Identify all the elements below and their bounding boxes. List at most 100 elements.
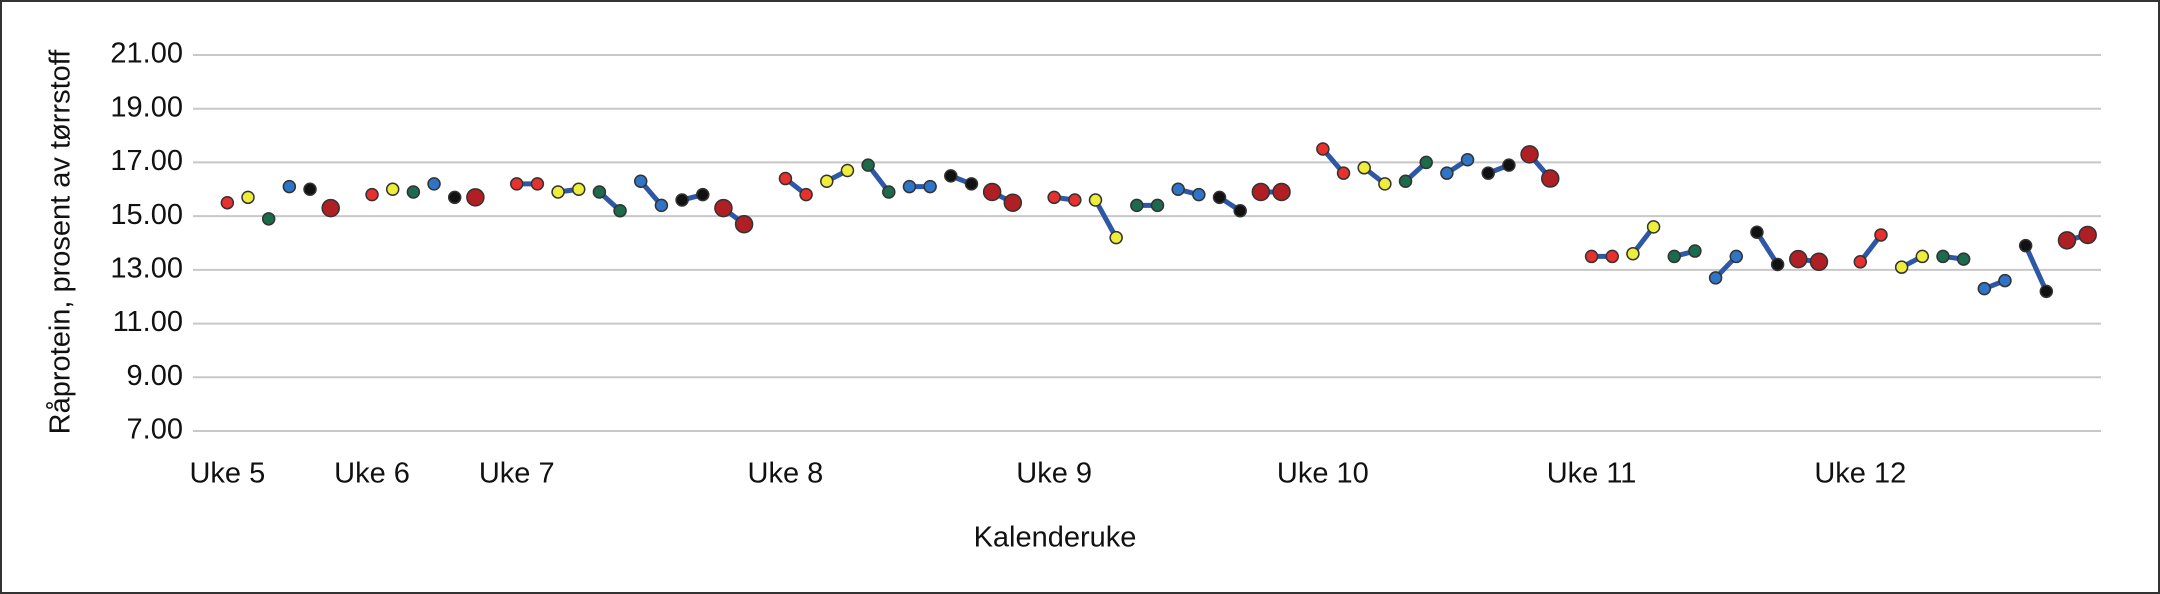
point — [2078, 225, 2097, 245]
point — [1233, 204, 1247, 218]
point — [1605, 249, 1619, 264]
point — [1998, 273, 2012, 288]
point — [1272, 182, 1291, 202]
point — [427, 177, 441, 191]
point — [633, 174, 648, 188]
point — [1251, 182, 1271, 202]
series-line — [597, 160, 1964, 262]
point — [2039, 284, 2054, 299]
point — [840, 163, 855, 178]
point — [696, 187, 710, 202]
point — [509, 177, 524, 191]
series-line — [638, 157, 2006, 291]
point — [1956, 252, 1971, 266]
point — [303, 182, 317, 197]
y-tick-label: 17.00 — [110, 145, 183, 177]
point — [923, 179, 937, 194]
x-tick-label: Uke 5 — [189, 458, 265, 490]
point — [1502, 158, 1516, 172]
y-tick-label: 13.00 — [110, 253, 183, 285]
series-line — [721, 152, 2089, 265]
point — [1003, 193, 1023, 212]
point — [1667, 249, 1682, 264]
point — [1770, 257, 1785, 272]
point — [1584, 249, 1599, 264]
point — [406, 185, 421, 199]
point — [2057, 231, 2077, 250]
point — [241, 190, 255, 205]
point — [1047, 190, 1061, 205]
point — [365, 187, 379, 202]
point — [1460, 152, 1475, 167]
point — [944, 169, 958, 183]
y-tick-label: 9.00 — [127, 360, 183, 392]
point — [799, 187, 813, 202]
y-tick-label: 21.00 — [110, 38, 183, 70]
point — [1540, 169, 1560, 188]
point — [1398, 174, 1413, 188]
point — [982, 182, 1002, 202]
point — [1357, 161, 1371, 175]
point — [466, 188, 485, 207]
point — [964, 177, 979, 191]
x-tick-label: Uke 9 — [1016, 458, 1092, 490]
point — [530, 177, 545, 191]
point — [592, 185, 607, 199]
point — [1894, 260, 1909, 274]
point — [1336, 166, 1351, 180]
point — [1212, 190, 1227, 205]
point — [714, 198, 733, 218]
y-tick-label: 15.00 — [110, 199, 183, 231]
point — [1440, 166, 1454, 180]
point — [613, 204, 627, 218]
point — [1481, 166, 1495, 180]
point — [1646, 220, 1661, 234]
point — [1088, 193, 1103, 207]
x-tick-label: Uke 11 — [1547, 458, 1637, 490]
point — [1150, 198, 1165, 213]
series-line — [681, 162, 2049, 293]
x-tick-label: Uke 12 — [1814, 458, 1906, 490]
point — [1520, 145, 1539, 164]
x-tick-label: Uke 7 — [479, 458, 555, 490]
point — [1626, 246, 1640, 261]
point — [1109, 230, 1123, 245]
point — [734, 214, 754, 234]
point — [1192, 187, 1206, 202]
point — [1729, 249, 1744, 264]
point — [1936, 249, 1950, 264]
point — [571, 182, 586, 197]
point — [1789, 249, 1808, 269]
point — [820, 174, 834, 188]
point — [1915, 249, 1930, 264]
point — [1378, 177, 1392, 191]
point — [1750, 225, 1764, 240]
point — [1688, 244, 1702, 258]
point — [385, 182, 400, 197]
x-tick-label: Uke 8 — [748, 458, 824, 490]
point — [1130, 198, 1144, 213]
point — [654, 198, 669, 213]
point — [1419, 155, 1433, 170]
point — [1809, 252, 1829, 272]
x-tick-label: Uke 6 — [334, 458, 410, 490]
point — [321, 198, 340, 218]
series-line — [557, 165, 1924, 270]
point — [282, 179, 297, 194]
point — [902, 179, 917, 194]
y-tick-label: 11.00 — [113, 306, 183, 338]
x-tick-label: Uke 10 — [1277, 458, 1369, 490]
point — [447, 190, 462, 205]
point — [1977, 281, 1992, 296]
point — [675, 193, 689, 207]
point — [1874, 228, 1888, 242]
point — [861, 158, 875, 172]
y-tick-label: 19.00 — [110, 91, 183, 123]
point — [551, 185, 565, 199]
point — [261, 212, 276, 226]
y-tick-label: 7.00 — [127, 414, 183, 446]
point — [1068, 193, 1082, 207]
point — [1171, 182, 1185, 197]
